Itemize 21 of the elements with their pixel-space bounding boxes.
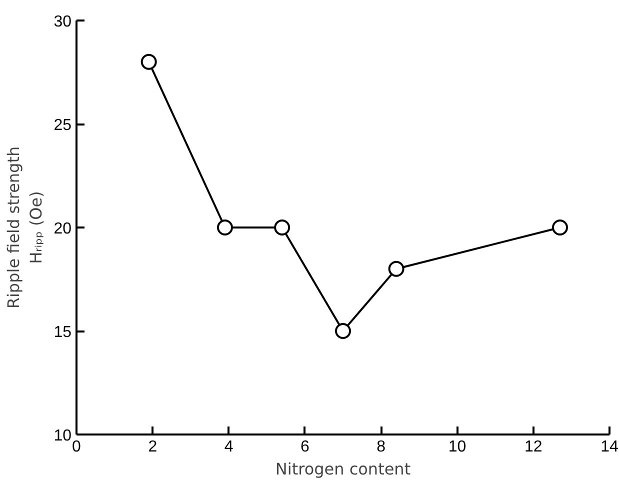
y-tick-label: 15 xyxy=(54,324,72,341)
x-tick-label: 10 xyxy=(448,438,466,456)
x-tick-label: 0 xyxy=(72,438,82,456)
point xyxy=(216,220,233,236)
point xyxy=(552,220,568,236)
x-axis-title: Nitrogen content xyxy=(275,460,411,478)
x-tick-label: 4 xyxy=(224,438,234,456)
y-tick-label: 20 xyxy=(54,220,72,238)
x-tick-label: 14 xyxy=(600,438,618,456)
point xyxy=(140,54,157,70)
x-tick-label: 6 xyxy=(300,438,310,456)
point xyxy=(335,323,351,339)
x-tick-label: 12 xyxy=(524,438,542,456)
point xyxy=(388,260,404,277)
y-axis-title: Ripple field strength Hᵣᵢₚₚ (Oe) xyxy=(4,146,46,309)
y-tick-label: 25 xyxy=(54,117,72,134)
x-tick-label: 2 xyxy=(148,438,158,456)
x-tick-label: 8 xyxy=(376,438,386,456)
y-tick-label: 30 xyxy=(54,14,72,30)
point xyxy=(274,220,290,236)
y-tick-label: 10 xyxy=(54,428,72,444)
